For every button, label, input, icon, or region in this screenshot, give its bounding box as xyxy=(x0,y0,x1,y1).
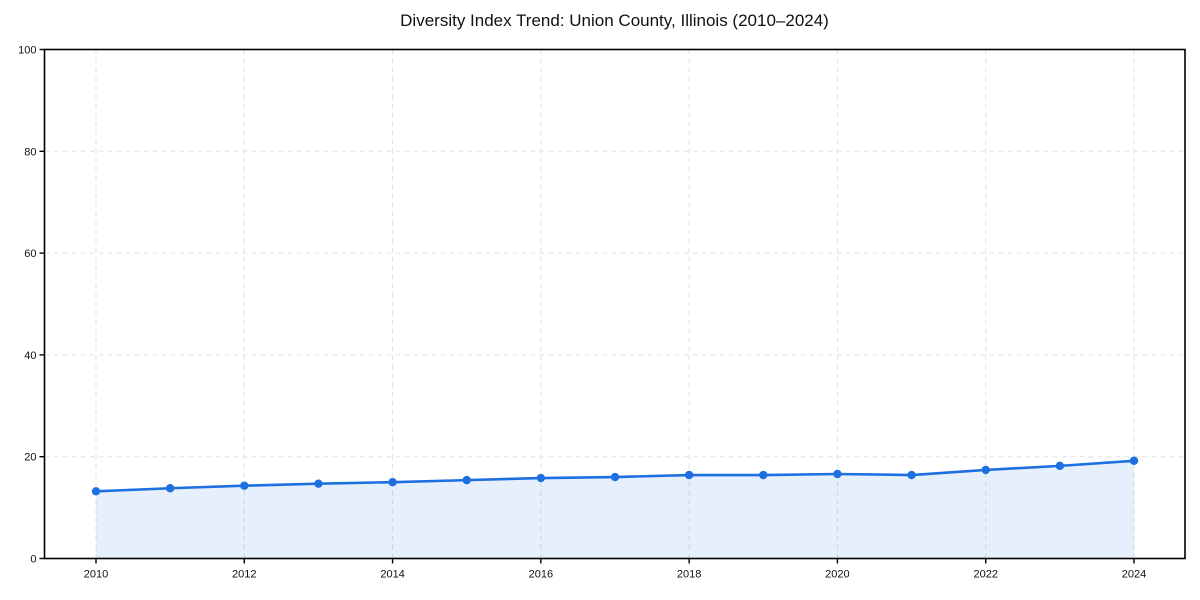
data-point-marker xyxy=(388,477,397,487)
x-tick-label: 2020 xyxy=(825,569,849,581)
data-point-marker xyxy=(833,469,842,479)
x-tick-label: 2018 xyxy=(677,569,701,581)
x-tick-label: 2010 xyxy=(84,569,108,581)
y-tick-label: 40 xyxy=(24,350,36,362)
y-tick-label: 60 xyxy=(24,248,36,260)
chart-title: Diversity Index Trend: Union County, Ill… xyxy=(400,11,829,30)
x-tick-label: 2024 xyxy=(1122,569,1146,581)
y-tick-label: 0 xyxy=(30,554,36,566)
data-point-marker xyxy=(1055,461,1065,471)
data-point-marker xyxy=(91,487,101,496)
data-point-marker xyxy=(759,470,768,480)
data-point-marker xyxy=(462,475,471,485)
y-tick-label: 100 xyxy=(18,45,36,57)
x-tick-label: 2016 xyxy=(529,569,553,581)
data-point-marker xyxy=(314,479,323,488)
data-point-marker xyxy=(981,465,990,475)
y-tick-label: 20 xyxy=(24,452,36,464)
data-point-marker xyxy=(240,481,249,490)
data-point-marker xyxy=(536,473,546,483)
area-fill xyxy=(96,460,1134,559)
data-point-marker xyxy=(610,472,620,482)
data-point-marker xyxy=(1129,456,1139,465)
data-point-marker xyxy=(907,470,916,480)
y-tick-label: 80 xyxy=(24,146,36,158)
plot-border xyxy=(43,48,1186,560)
x-tick-label: 2014 xyxy=(380,569,404,581)
x-tick-label: 2012 xyxy=(232,569,256,581)
x-tick-label: 2022 xyxy=(973,569,997,581)
data-point-marker xyxy=(165,484,175,493)
data-point-marker xyxy=(684,470,694,480)
